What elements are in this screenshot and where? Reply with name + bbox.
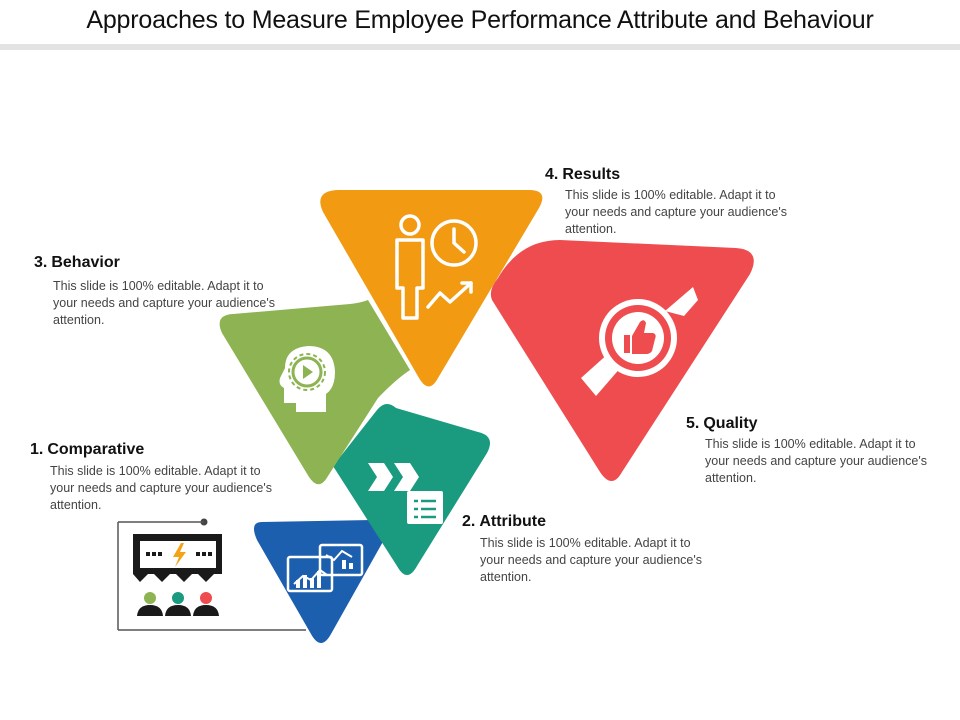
title-bar: Approaches to Measure Employee Performan…	[0, 0, 960, 50]
attribute-shape	[333, 403, 490, 575]
item-label-comparative: 1. Comparative	[30, 441, 144, 459]
item-description-behavior: This slide is 100% editable. Adapt it to…	[53, 279, 275, 327]
item-label-quality: 5. Quality	[686, 415, 758, 433]
item-number: 5.	[686, 415, 700, 432]
page-title: Approaches to Measure Employee Performan…	[86, 6, 874, 34]
item-title: Attribute	[479, 513, 546, 530]
item-number: 1.	[30, 441, 44, 458]
item-description-comparative: This slide is 100% editable. Adapt it to…	[50, 464, 272, 512]
item-label-behavior: 3. Behavior	[34, 254, 120, 272]
item-number: 4.	[545, 166, 559, 183]
item-label-results: 4. Results	[545, 166, 620, 184]
item-description-quality: This slide is 100% editable. Adapt it to…	[705, 437, 927, 485]
comparative-shape	[253, 520, 387, 643]
item-description-results: This slide is 100% editable. Adapt it to…	[565, 188, 787, 236]
person-clock-icon	[395, 214, 478, 320]
connector-line	[117, 518, 306, 631]
quality-shape	[490, 240, 754, 481]
head-gear-icon	[279, 346, 335, 412]
item-title: Results	[562, 166, 621, 183]
thumbs-up-badge-icon	[581, 287, 698, 396]
item-title: Behavior	[51, 254, 120, 271]
charts-icon	[286, 543, 364, 593]
item-description-attribute: This slide is 100% editable. Adapt it to…	[480, 536, 702, 584]
meeting-icon	[133, 534, 222, 616]
item-label-attribute: 2. Attribute	[462, 513, 546, 531]
item-title: Quality	[703, 415, 758, 432]
results-shape	[320, 190, 543, 387]
item-number: 3.	[34, 254, 48, 271]
behavior-shape	[219, 300, 410, 485]
item-number: 2.	[462, 513, 476, 530]
item-title: Comparative	[47, 441, 145, 458]
